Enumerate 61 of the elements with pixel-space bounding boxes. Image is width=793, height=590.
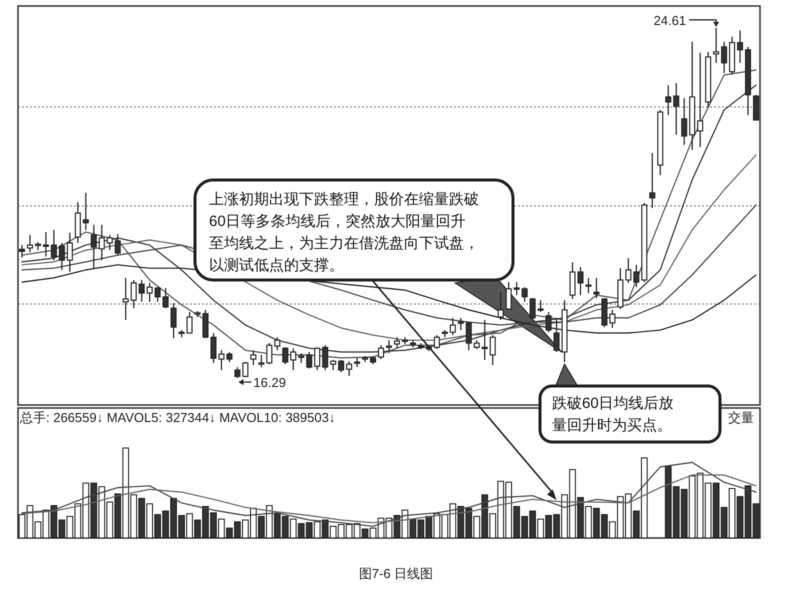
candlestick	[50, 229, 57, 261]
candlestick	[649, 152, 656, 209]
candlestick	[330, 359, 336, 371]
candlestick	[386, 340, 392, 354]
candlestick	[346, 360, 352, 377]
candlestick	[625, 258, 632, 284]
candlestick	[569, 262, 576, 300]
candlestick	[522, 286, 528, 302]
candlestick	[250, 350, 256, 366]
candlestick	[266, 342, 272, 365]
candlestick	[514, 282, 520, 296]
candlestick	[242, 361, 248, 378]
chart-title: 总手: 266559↓ MAVOL5: 327344↓ MAVOL10: 389503↓	[19, 410, 336, 425]
candlestick	[577, 266, 584, 296]
candlestick	[130, 279, 137, 309]
candlestick	[458, 317, 464, 331]
candlestick	[378, 344, 384, 360]
candlestick	[42, 231, 49, 258]
candlestick	[530, 297, 536, 321]
candlestick	[506, 282, 512, 310]
annotation: 16.29	[253, 375, 286, 390]
caption: 图7-6 日线图	[358, 566, 434, 581]
candlestick	[593, 277, 600, 299]
candlestick	[170, 302, 177, 339]
candlestick	[338, 359, 344, 373]
candlestick	[633, 264, 640, 288]
candlestick	[58, 242, 65, 270]
candlestick	[721, 41, 728, 74]
candlestick	[162, 287, 169, 309]
candlestick	[186, 311, 193, 334]
candlestick	[681, 98, 688, 146]
candlestick	[210, 332, 216, 364]
candlestick	[609, 309, 616, 329]
candlestick	[138, 279, 145, 302]
candlestick	[202, 309, 209, 339]
candlestick	[234, 366, 240, 379]
candlestick	[122, 277, 129, 321]
candlestick	[450, 317, 456, 336]
candlestick	[394, 336, 400, 349]
candlestick	[258, 354, 264, 368]
candlestick	[538, 300, 544, 313]
candlestick	[154, 286, 161, 302]
candlestick	[314, 346, 320, 371]
candlestick	[146, 282, 153, 302]
annotation: 24.61	[654, 12, 686, 28]
candlestick	[737, 30, 744, 64]
candlestick	[74, 202, 81, 244]
candlestick	[354, 357, 360, 368]
candlestick	[82, 192, 89, 231]
candlestick	[585, 277, 592, 294]
candlestick	[713, 27, 720, 64]
annotation: 上涨初期出现下跌整理，股价在缩量跌破60日等多条均线后，突然放大阳量回升至均线之上，为主力在借洗盘向下试盘，以测试低点的支撑。	[209, 191, 479, 274]
annotation: 跌破60日均线后放量回升时为买点。	[552, 395, 674, 434]
text: 交量	[728, 410, 754, 425]
candlestick	[498, 292, 504, 321]
candlestick	[218, 350, 224, 371]
candlestick	[434, 334, 440, 350]
candlestick	[697, 52, 704, 148]
candlestick	[274, 336, 280, 351]
candlestick	[226, 351, 232, 363]
candlestick	[26, 234, 33, 253]
